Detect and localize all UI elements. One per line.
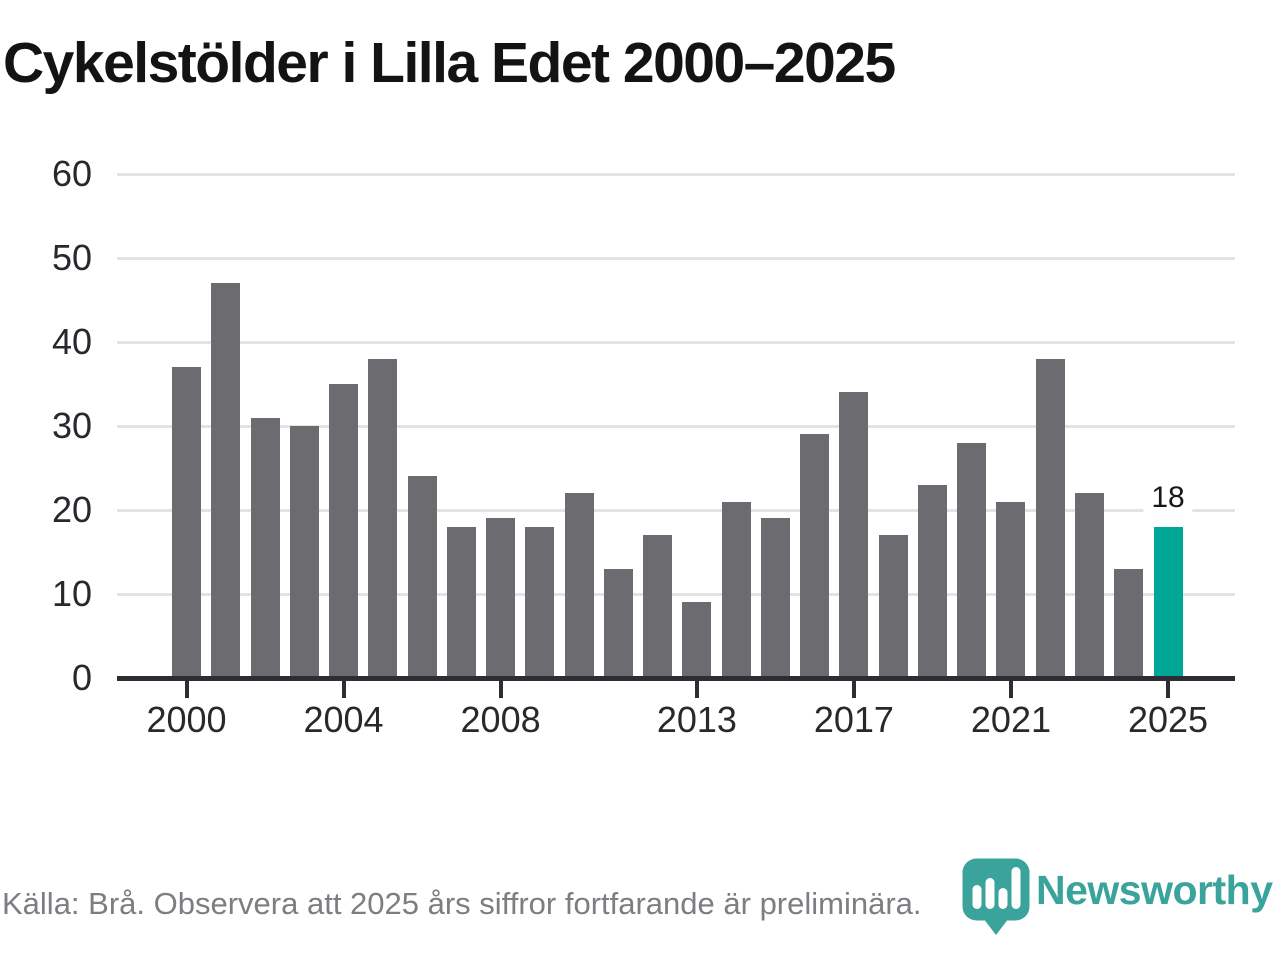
bar-2004 [329, 384, 359, 678]
gridline-y-20 [117, 509, 1235, 512]
x-axis-label-2013: 2013 [656, 699, 737, 740]
y-axis-label-60: 60 [51, 153, 92, 194]
x-axis-label-2021: 2021 [970, 699, 1051, 740]
bar-2012 [643, 535, 673, 678]
chart-title: Cykelstölder i Lilla Edet 2000–2025 [3, 31, 896, 95]
y-axis-label-30: 30 [51, 405, 92, 446]
y-axis-label-20: 20 [51, 489, 92, 530]
gridline-y-30 [117, 425, 1235, 428]
x-axis-tick-2000 [184, 681, 189, 698]
bar-2023 [1074, 493, 1104, 678]
x-axis-tick-2017 [851, 681, 856, 698]
y-axis-label-0: 0 [71, 657, 92, 698]
source-note: Källa: Brå. Observera att 2025 års siffr… [2, 886, 922, 921]
bar-2001 [211, 283, 241, 678]
bar-2016 [800, 434, 830, 678]
highlight-value-label: 18 [1143, 478, 1193, 517]
bar-2003 [289, 426, 319, 678]
newsworthy-pin-bar-chart-icon[interactable] [962, 858, 1030, 941]
x-axis-label-2000: 2000 [146, 699, 227, 740]
x-axis-label-2017: 2017 [813, 699, 894, 740]
bar-2013 [682, 602, 712, 678]
x-axis-tick-2025 [1166, 681, 1170, 698]
y-axis-label-50: 50 [51, 237, 92, 278]
gridline-y-40 [117, 341, 1235, 344]
y-axis-label-10: 10 [51, 573, 92, 614]
bar-2014 [721, 501, 751, 678]
bar-2017 [839, 392, 869, 678]
bar-2015 [760, 518, 790, 678]
x-axis-tick-2013 [694, 681, 699, 698]
bar-2000 [172, 367, 201, 678]
newsworthy-logo-text[interactable]: Newsworthy [1036, 867, 1273, 913]
bar-2002 [250, 417, 280, 678]
x-axis-tick-2021 [1008, 681, 1013, 698]
x-axis-line [117, 676, 1235, 681]
gridline-y-50 [117, 257, 1235, 260]
bar-2011 [603, 568, 633, 678]
bar-2019 [917, 484, 947, 678]
bar-2010 [564, 493, 594, 678]
bar-2018 [878, 535, 908, 678]
gridline-y-60 [117, 173, 1235, 176]
x-axis-tick-2008 [498, 681, 503, 698]
bar-2025 [1153, 526, 1183, 678]
x-axis-label-2025: 2025 [1127, 699, 1209, 740]
bar-2007 [446, 526, 476, 678]
bar-2009 [525, 526, 555, 678]
x-axis-label-2004: 2004 [303, 699, 384, 740]
bar-2021 [996, 501, 1026, 678]
x-axis-tick-2004 [341, 681, 346, 698]
bar-2006 [407, 476, 437, 678]
x-axis-label-2008: 2008 [460, 699, 541, 740]
gridline-y-10 [117, 593, 1235, 596]
bar-2020 [957, 442, 987, 678]
bar-2005 [368, 358, 398, 678]
bar-2024 [1114, 568, 1144, 678]
y-axis-label-40: 40 [51, 321, 92, 362]
bar-2022 [1035, 358, 1065, 678]
bar-2008 [486, 518, 516, 678]
